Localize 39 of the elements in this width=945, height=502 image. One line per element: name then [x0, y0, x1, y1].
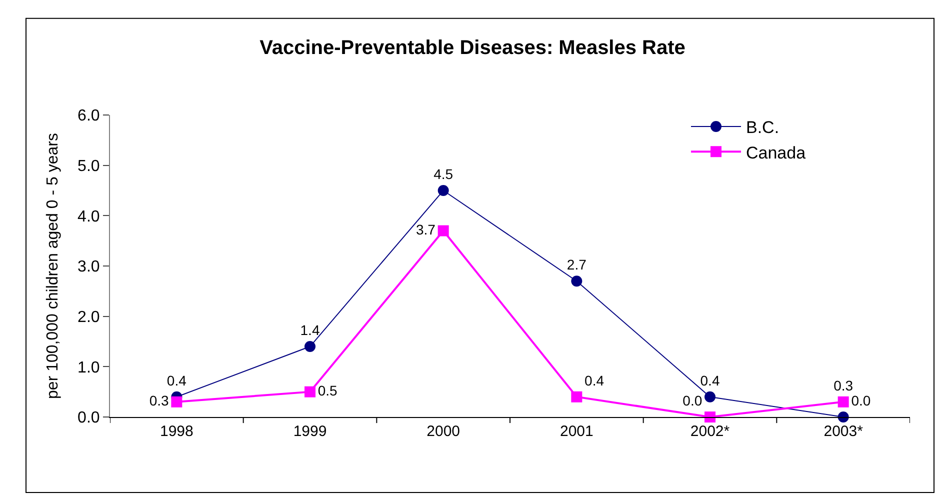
y-tick-label: 4.0 [78, 208, 100, 226]
x-tick-label: 1999 [293, 423, 327, 440]
point [571, 391, 582, 402]
data-label: 0.4 [700, 372, 720, 388]
y-tick-label: 1.0 [78, 359, 100, 376]
data-label: 0.4 [584, 372, 604, 388]
point [571, 276, 582, 287]
chart-title: Vaccine-Preventable Diseases: Measles Rate [260, 37, 686, 60]
point [304, 341, 316, 352]
data-label: 0.0 [851, 392, 871, 409]
data-label: 0.0 [682, 392, 702, 409]
legend-label: Canada [746, 143, 806, 162]
y-tick-label: 2.0 [78, 308, 100, 326]
point [704, 391, 716, 402]
x-tick-label: 1998 [160, 423, 194, 440]
y-tick-label: 5.0 [78, 158, 100, 175]
x-tick-label: 2002* [690, 423, 730, 440]
point [704, 412, 716, 422]
data-label: 4.5 [434, 166, 454, 182]
data-label: 0.4 [166, 372, 187, 388]
y-tick-label: 3.0 [78, 258, 100, 276]
data-label: 2.7 [566, 256, 587, 273]
x-tick-label: 2000 [426, 423, 460, 440]
x-tick-label: 2003* [824, 423, 864, 440]
y-axis-title: per 100,000 children aged 0 - 5 years [44, 133, 62, 399]
x-tick-label: 2001 [560, 423, 594, 440]
point [438, 185, 449, 196]
data-label: 1.4 [300, 322, 320, 338]
point [838, 396, 849, 408]
y-tick-label: 0.0 [78, 410, 100, 427]
point [304, 386, 316, 398]
legend-label: B.C. [746, 118, 780, 138]
data-label: 0.5 [318, 382, 338, 398]
data-label: 0.3 [834, 378, 854, 394]
data-label: 3.7 [416, 221, 436, 238]
y-tick-label: 6.0 [78, 108, 100, 125]
point [438, 225, 449, 236]
data-label: 0.3 [149, 392, 169, 408]
point [171, 396, 182, 408]
